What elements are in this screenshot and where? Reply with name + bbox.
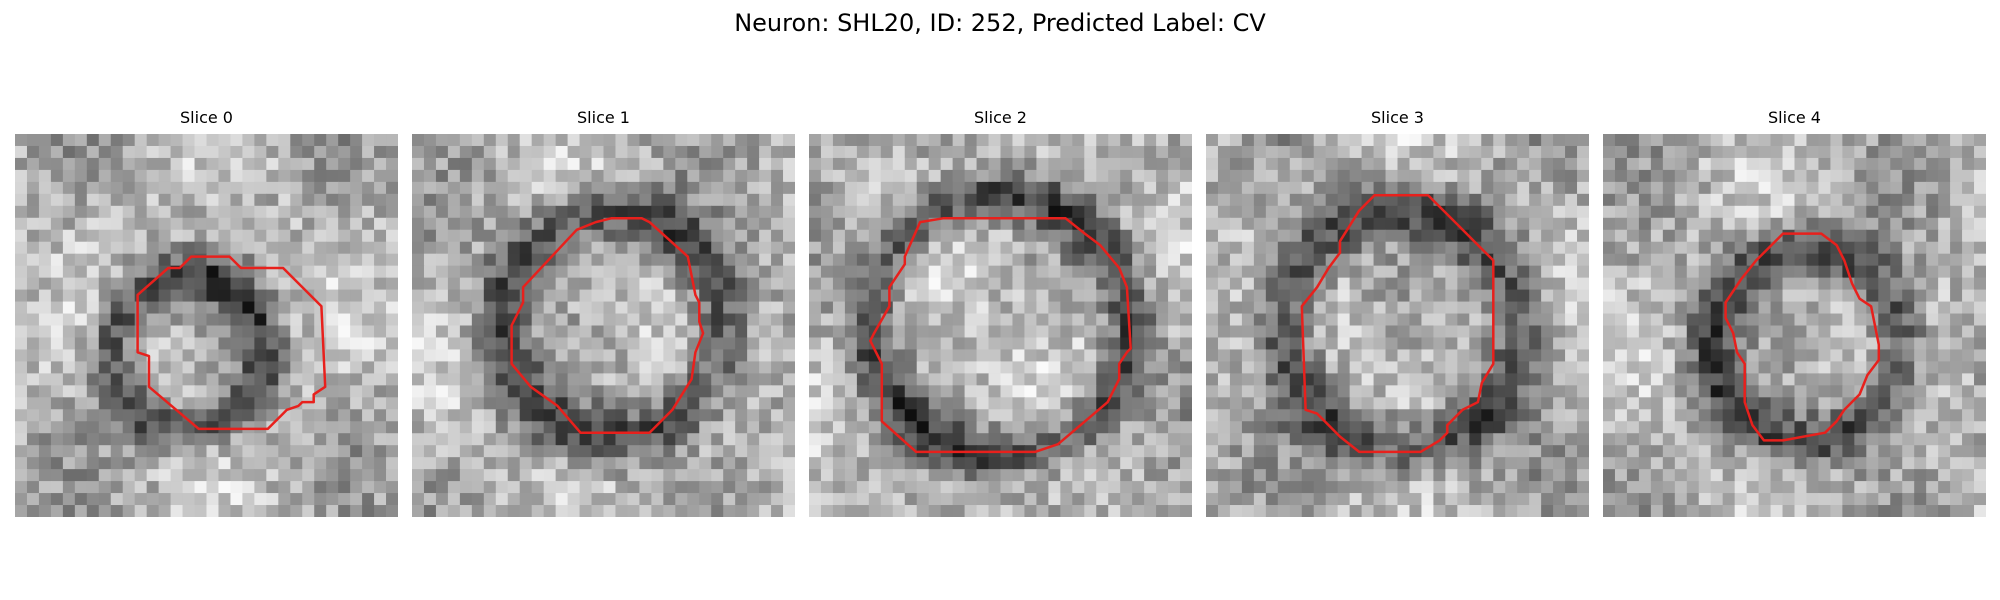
slice-image-4 xyxy=(1603,134,1986,517)
pixel-grid-3 xyxy=(1206,134,1589,517)
pixel-grid-0 xyxy=(15,134,398,517)
slice-image-2 xyxy=(809,134,1192,517)
slice-panel-0: Slice 0 xyxy=(15,106,398,520)
slice-image-svg-0 xyxy=(15,134,398,517)
figure-title: Neuron: SHL20, ID: 252, Predicted Label:… xyxy=(734,9,1266,37)
slice-panel-2: Slice 2 xyxy=(809,106,1192,520)
pixel-grid-1 xyxy=(412,134,795,517)
slice-image-0 xyxy=(15,134,398,517)
slice-title-3: Slice 3 xyxy=(1371,108,1424,127)
pixel-grid-4 xyxy=(1603,134,1986,517)
slice-image-3 xyxy=(1206,134,1589,517)
slice-title-1: Slice 1 xyxy=(577,108,630,127)
segmentation-contour-3 xyxy=(1300,194,1495,454)
slice-image-svg-4 xyxy=(1603,134,1986,517)
slice-image-svg-3 xyxy=(1206,134,1589,517)
slice-title-2: Slice 2 xyxy=(974,108,1027,127)
slice-image-svg-1 xyxy=(412,134,795,517)
pixel-grid-2 xyxy=(809,134,1192,517)
slice-title-0: Slice 0 xyxy=(180,108,233,127)
slice-panel-3: Slice 3 xyxy=(1206,106,1589,520)
slice-title-4: Slice 4 xyxy=(1768,108,1821,127)
segmentation-contour-2 xyxy=(869,217,1132,454)
segmentation-contour-4 xyxy=(1724,232,1881,442)
slice-panel-1: Slice 1 xyxy=(412,106,795,520)
segmentation-contour-1 xyxy=(510,217,705,434)
slice-image-svg-2 xyxy=(809,134,1192,517)
segmentation-contour-0 xyxy=(136,255,327,431)
slice-image-1 xyxy=(412,134,795,517)
slice-panel-4: Slice 4 xyxy=(1603,106,1986,520)
